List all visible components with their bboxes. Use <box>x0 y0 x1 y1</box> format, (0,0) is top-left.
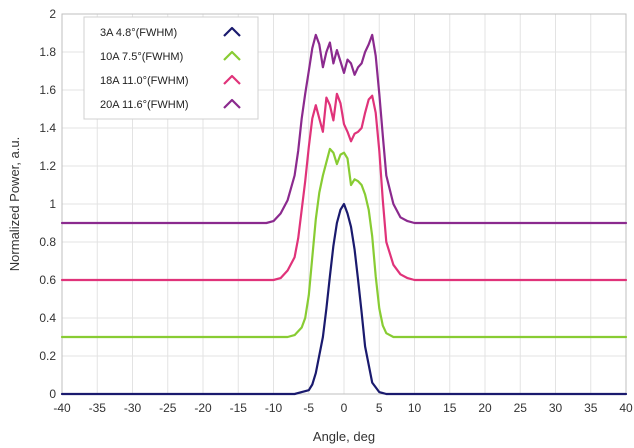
plot-frame <box>61 13 627 395</box>
y-tick-label: 0 <box>49 387 56 401</box>
legend-marker-icon <box>223 50 241 61</box>
y-tick-label: 0.2 <box>39 349 56 363</box>
x-tick-label: -25 <box>159 401 177 415</box>
x-tick-label: 0 <box>341 401 348 415</box>
x-tick-label: -5 <box>303 401 314 415</box>
x-tick-labels: -40 -35 -30 -25 -20 -15 -10 -5 0 5 10 15 20 25 30 35 40 <box>53 401 633 415</box>
y-tick-label: 0.6 <box>39 273 56 287</box>
y-tick-label: 1 <box>49 197 56 211</box>
x-tick-label: -40 <box>53 401 71 415</box>
legend-marker-icon <box>223 26 241 37</box>
y-tick-label: 1.8 <box>39 45 56 59</box>
y-tick-label: 1.2 <box>39 159 56 173</box>
x-tick-label: -10 <box>265 401 283 415</box>
x-tick-label: 25 <box>514 401 528 415</box>
x-tick-label: -15 <box>230 401 248 415</box>
x-axis-title: Angle, deg <box>313 429 375 444</box>
x-tick-label: 20 <box>478 401 492 415</box>
y-tick-label: 0.4 <box>39 311 56 325</box>
legend-label: 10A 7.5°(FWHM) <box>100 51 183 63</box>
series-line-1 <box>60 147 628 339</box>
x-tick-label: 40 <box>619 401 633 415</box>
y-tick-label: 1.6 <box>39 83 56 97</box>
legend-label: 3A 4.8°(FWHM) <box>100 27 177 39</box>
x-tick-label: 35 <box>584 401 598 415</box>
legend: 3A 4.8°(FWHM) 10A 7.5°(FWHM) 18A 11.0°(FWH… <box>83 16 259 120</box>
series-line-0 <box>60 202 628 396</box>
legend-marker-icon <box>223 98 241 109</box>
y-tick-labels: 0 0.2 0.4 0.6 0.8 1 1.2 1.4 1.6 1.8 2 <box>39 7 56 401</box>
legend-label: 18A 11.0°(FWHM) <box>100 75 189 87</box>
x-tick-label: 10 <box>408 401 422 415</box>
legend-marker-icon <box>223 74 241 85</box>
x-tick-label: 30 <box>549 401 563 415</box>
series-line-3 <box>60 33 628 225</box>
x-tick-label: -20 <box>194 401 212 415</box>
x-tick-label: -30 <box>124 401 142 415</box>
x-tick-label: -35 <box>89 401 107 415</box>
y-tick-label: 2 <box>49 7 56 21</box>
legend-label: 20A 11.6°(FWHM) <box>100 99 189 111</box>
y-tick-label: 1.4 <box>39 121 56 135</box>
series-group <box>60 33 628 396</box>
y-axis-title: Normalized Power, a.u. <box>7 137 22 271</box>
y-tick-label: 0.8 <box>39 235 56 249</box>
x-tick-label: 15 <box>443 401 457 415</box>
series-line-2 <box>60 92 628 282</box>
x-tick-label: 5 <box>376 401 383 415</box>
